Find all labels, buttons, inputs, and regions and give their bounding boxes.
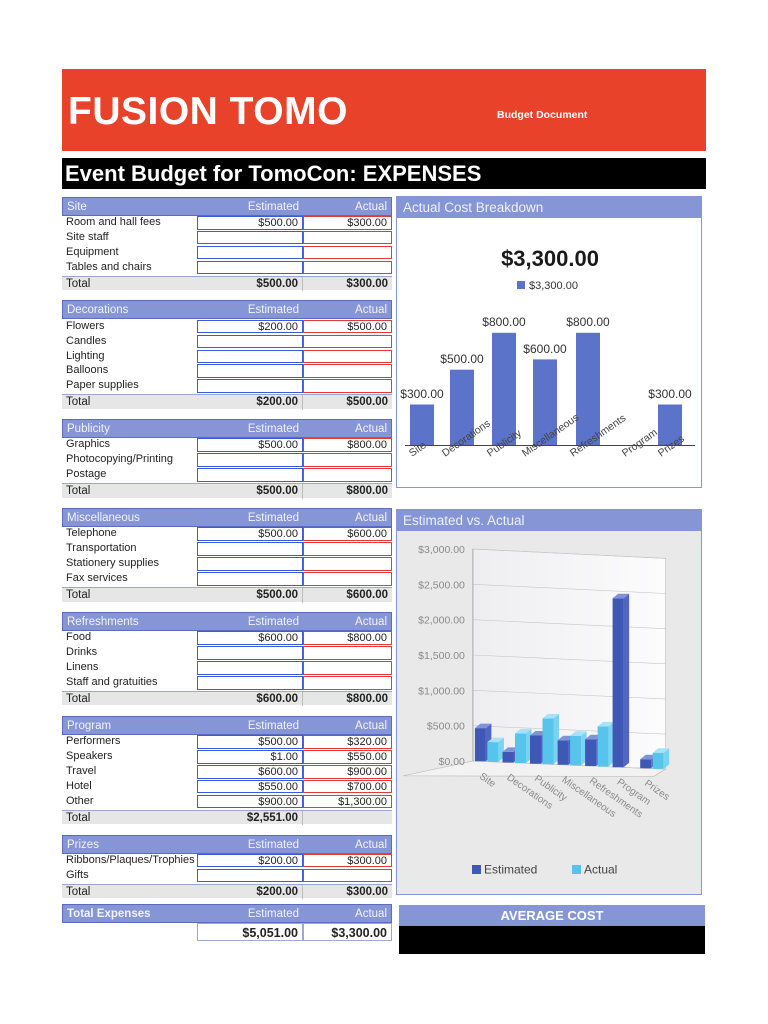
svg-text:$1,000.00: $1,000.00 — [418, 685, 465, 697]
svg-text:$3,300.00: $3,300.00 — [529, 280, 578, 292]
svg-text:$3,000.00: $3,000.00 — [418, 544, 465, 556]
svg-text:$2,000.00: $2,000.00 — [418, 615, 465, 627]
svg-text:Program: Program — [620, 426, 660, 459]
svg-text:$600.00: $600.00 — [523, 342, 567, 356]
svg-text:$2,500.00: $2,500.00 — [418, 579, 465, 591]
svg-text:$0.00: $0.00 — [439, 756, 465, 768]
svg-text:$300.00: $300.00 — [400, 387, 444, 401]
svg-text:$500.00: $500.00 — [440, 352, 484, 366]
svg-text:$500.00: $500.00 — [427, 721, 465, 733]
svg-text:Actual: Actual — [584, 863, 617, 876]
svg-text:$1,500.00: $1,500.00 — [418, 650, 465, 662]
svg-text:$300.00: $300.00 — [648, 387, 692, 401]
svg-text:Estimated: Estimated — [484, 863, 537, 876]
svg-text:$800.00: $800.00 — [482, 315, 526, 329]
svg-text:$800.00: $800.00 — [566, 315, 610, 329]
svg-text:$3,300.00: $3,300.00 — [501, 246, 599, 271]
